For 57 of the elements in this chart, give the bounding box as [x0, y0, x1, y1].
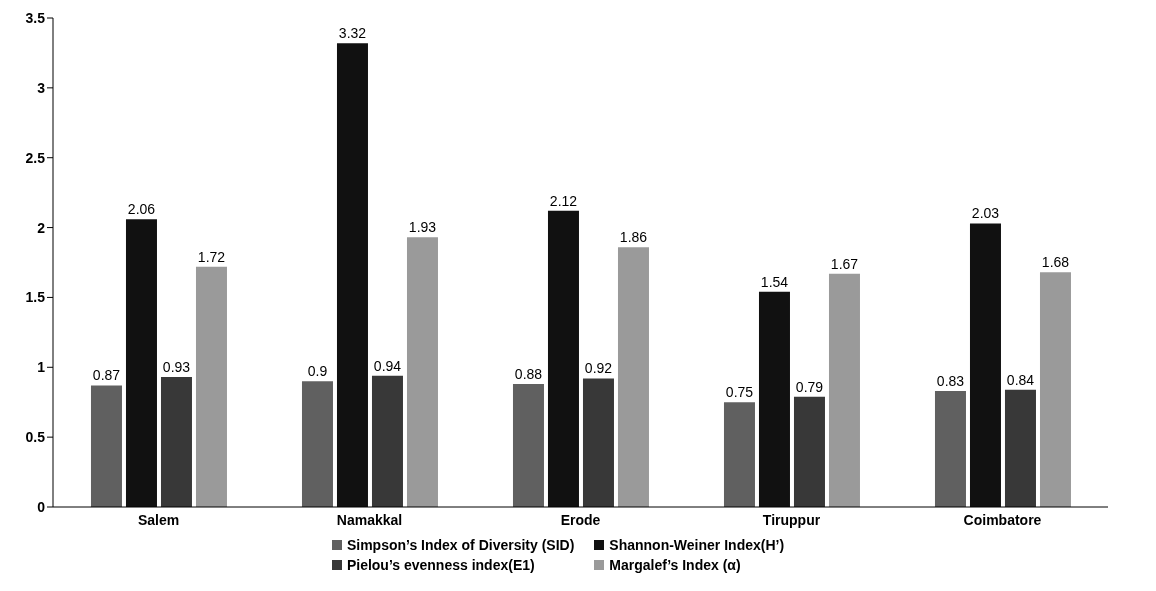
y-tick-label: 2.5	[25, 149, 46, 166]
data-label: 0.92	[584, 360, 613, 377]
y-tick-label: 2	[37, 219, 46, 236]
data-label: 0.79	[795, 378, 824, 395]
data-label: 1.86	[619, 229, 648, 246]
legend-label: Simpson’s Index of Diversity (SID)	[346, 537, 575, 553]
y-tick-label: 1	[37, 359, 46, 376]
x-tick-label: Salem	[137, 511, 180, 528]
bar	[617, 247, 649, 507]
bar	[793, 396, 825, 507]
data-label: 3.32	[338, 25, 367, 42]
data-label: 1.67	[830, 255, 859, 272]
data-label: 2.06	[127, 201, 156, 218]
bar	[582, 378, 614, 507]
bar	[406, 237, 438, 507]
data-label: 0.87	[92, 367, 121, 384]
y-tick-label: 3.5	[25, 9, 46, 26]
data-label: 0.94	[373, 357, 402, 374]
y-tick-label: 0	[37, 498, 46, 515]
x-tick-label: Coimbatore	[963, 511, 1042, 528]
legend-label: Shannon-Weiner Index(H’)	[609, 537, 785, 553]
bar	[371, 375, 403, 507]
data-label: 1.68	[1041, 254, 1070, 271]
data-label: 0.83	[936, 373, 965, 390]
data-label: 0.88	[514, 366, 543, 383]
bar	[1004, 389, 1036, 507]
bar	[723, 402, 755, 507]
x-tick-label: Erode	[560, 511, 601, 528]
bar	[969, 223, 1001, 507]
bar	[336, 43, 368, 507]
bar	[301, 381, 333, 507]
data-label: 0.93	[162, 359, 191, 376]
legend-label: Pielou’s evenness index(E1)	[346, 557, 535, 573]
data-label: 0.9	[307, 363, 328, 380]
y-tick-label: 1.5	[25, 289, 46, 306]
data-label: 2.12	[549, 192, 578, 209]
bar	[512, 384, 544, 507]
data-label: 0.84	[1006, 371, 1035, 388]
data-label: 1.54	[760, 273, 789, 290]
x-tick-label: Tiruppur	[762, 511, 821, 528]
y-tick-label: 0.5	[25, 429, 46, 446]
bar	[195, 266, 227, 507]
bar	[934, 391, 966, 507]
legend-label: Margalef’s Index (α)	[609, 557, 741, 573]
data-label: 0.75	[725, 384, 754, 401]
bar	[547, 210, 579, 507]
data-label: 2.03	[971, 205, 1000, 222]
data-label: 1.72	[197, 248, 226, 265]
bar	[1039, 272, 1071, 507]
x-tick-label: Namakkal	[336, 511, 403, 528]
bar	[125, 219, 157, 507]
data-label: 1.93	[408, 219, 437, 236]
y-tick-label: 3	[37, 79, 46, 96]
bar	[160, 377, 192, 507]
bar	[828, 273, 860, 507]
bar	[758, 291, 790, 507]
bar	[90, 385, 122, 507]
